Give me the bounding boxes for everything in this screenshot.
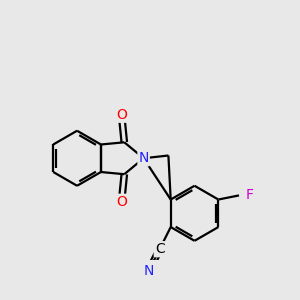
Text: F: F bbox=[246, 188, 254, 203]
Text: N: N bbox=[143, 264, 154, 278]
Text: O: O bbox=[116, 108, 127, 122]
Text: O: O bbox=[116, 195, 127, 209]
Text: N: N bbox=[138, 151, 149, 165]
Text: C: C bbox=[155, 242, 164, 256]
